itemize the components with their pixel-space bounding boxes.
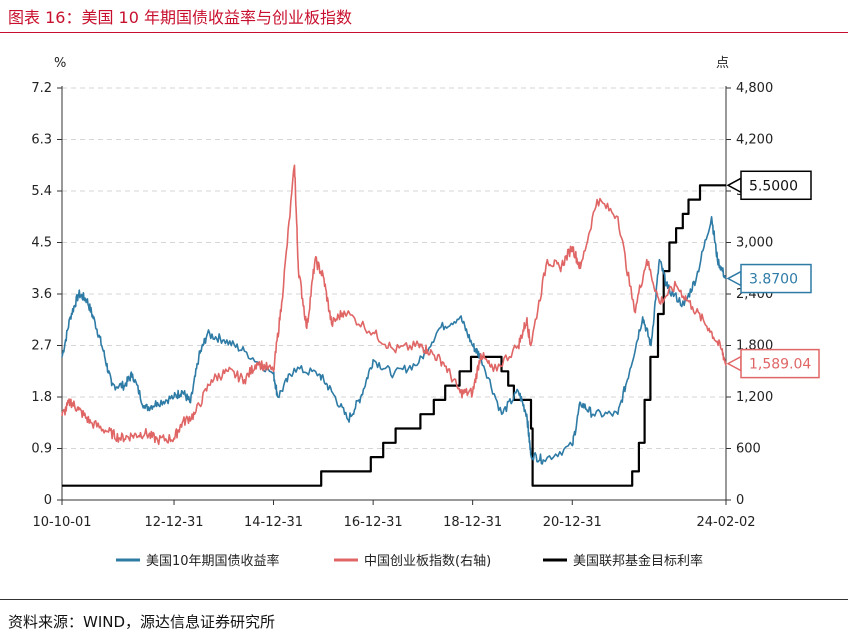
source-note: 资料来源：WIND，源达信息证券研究所	[8, 613, 276, 631]
figure-title: 图表 16：美国 10 年期国债收益率与创业板指数	[8, 8, 352, 27]
right-tick-label: 1,200	[736, 390, 773, 405]
callout-box	[740, 263, 812, 294]
x-tick-label: 16-12-31	[344, 515, 403, 530]
series-fed-funds-rate-line	[62, 184, 726, 487]
right-tick-label: 3,000	[736, 236, 773, 251]
legend: 美国10年期国债收益率 中国创业板指数(右轴) 美国联邦基金目标利率	[116, 553, 703, 569]
callout-value: 3.8700	[749, 272, 798, 288]
callout-box	[740, 170, 812, 201]
header-rule	[0, 32, 848, 33]
callout-pointer	[726, 355, 742, 372]
left-tick-label: 5.4	[31, 184, 52, 199]
right-tick-label: 0	[736, 493, 744, 508]
left-tick-label: 7.2	[31, 81, 52, 96]
x-tick-label: 12-12-31	[145, 515, 204, 530]
x-tick-label: 24-02-02	[696, 515, 755, 530]
callout-pointer	[726, 177, 742, 194]
right-tick-label: 4,200	[736, 133, 773, 148]
right-tick-label: 4,800	[736, 81, 773, 96]
left-tick-label: 6.3	[31, 133, 52, 148]
left-tick-label: 0	[44, 493, 52, 508]
x-tick-label: 14-12-31	[244, 515, 303, 530]
series-lines	[61, 164, 727, 487]
series-us-10y-yield-line	[61, 216, 727, 465]
value-callouts: 5.5000 3.8700 1,589.04	[726, 170, 820, 379]
chart: 7.26.35.44.53.62.71.80.904,8004,2003,600…	[31, 56, 820, 569]
x-tick-label: 10-10-01	[32, 515, 91, 530]
legend-chinext-index-label: 中国创业板指数(右轴)	[364, 554, 491, 569]
callout-value: 1,589.04	[749, 357, 811, 373]
left-tick-label: 3.6	[31, 287, 52, 302]
left-unit-label: %	[54, 56, 66, 71]
callout-value: 5.5000	[749, 178, 798, 194]
tick-labels: 7.26.35.44.53.62.71.80.904,8004,2003,600…	[31, 56, 773, 530]
right-unit-label: 点	[716, 56, 729, 71]
axes	[57, 86, 731, 505]
x-tick-label: 18-12-31	[443, 515, 502, 530]
left-tick-label: 1.8	[31, 390, 52, 405]
x-tick-label: 20-12-31	[543, 515, 602, 530]
right-tick-label: 600	[736, 442, 761, 457]
legend-us-10y-yield-label: 美国10年期国债收益率	[146, 553, 280, 569]
callout-box	[740, 348, 820, 379]
footer-rule	[0, 599, 848, 600]
callout-pointer	[726, 270, 742, 287]
left-tick-label: 2.7	[31, 339, 52, 354]
left-tick-label: 4.5	[31, 236, 52, 251]
left-tick-label: 0.9	[31, 442, 52, 457]
legend-fed-funds-rate-label: 美国联邦基金目标利率	[573, 553, 703, 569]
series-chinext-index-line	[61, 164, 727, 446]
